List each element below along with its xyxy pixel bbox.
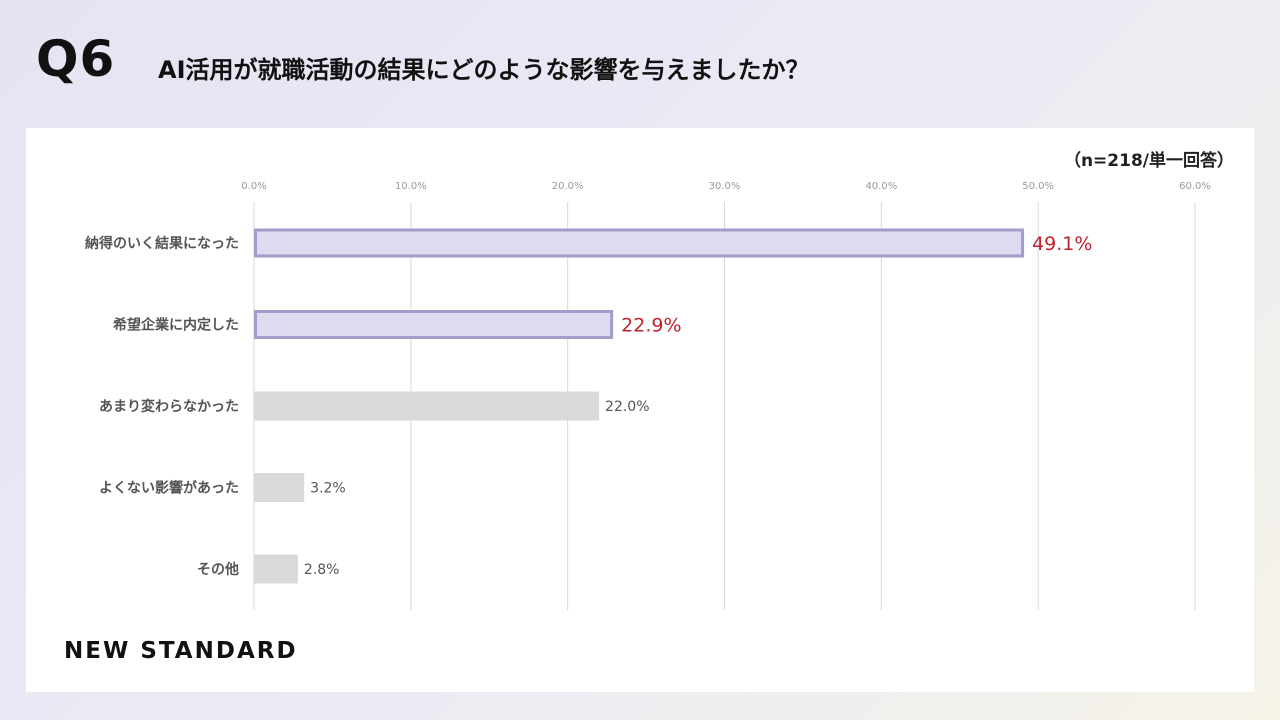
brand-logo: NEW STANDARD <box>64 638 298 664</box>
question-number: Q6 <box>36 30 116 88</box>
bar <box>254 391 600 421</box>
data-label: 49.1% <box>1032 233 1092 255</box>
question-title: AI活用が就職活動の結果にどのような影響を与えましたか？ <box>158 56 810 84</box>
x-tick-label: 40.0% <box>865 181 897 192</box>
x-tick-label: 20.0% <box>552 181 584 192</box>
bar <box>254 554 298 584</box>
x-tick-label: 60.0% <box>1179 181 1211 192</box>
category-label: その他 <box>197 561 239 578</box>
category-label: 納得のいく結果になった <box>85 235 239 252</box>
x-tick-label: 0.0% <box>241 181 266 192</box>
x-tick-label: 30.0% <box>709 181 741 192</box>
data-label: 22.0% <box>605 399 649 415</box>
category-label: よくない影響があった <box>99 480 239 497</box>
data-label: 3.2% <box>310 481 346 497</box>
chart-panel <box>26 128 1254 692</box>
x-tick-label: 10.0% <box>395 181 427 192</box>
data-label: 22.9% <box>621 315 681 337</box>
x-tick-label: 50.0% <box>1022 181 1054 192</box>
bar <box>254 228 1025 258</box>
category-label: あまり変わらなかった <box>99 398 239 415</box>
bar <box>254 310 614 339</box>
sample-note: （n=218/単一回答） <box>1063 151 1234 171</box>
data-label: 2.8% <box>304 562 340 578</box>
bar <box>254 473 305 502</box>
category-label: 希望企業に内定した <box>113 317 239 334</box>
